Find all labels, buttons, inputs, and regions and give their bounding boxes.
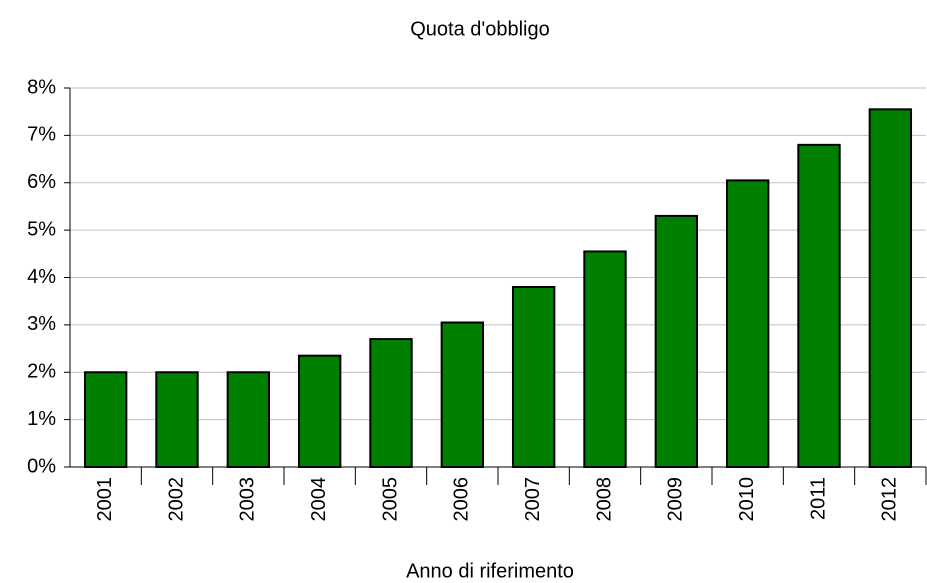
y-tick-label: 7% (27, 124, 56, 146)
x-tick-label: 2011 (807, 477, 829, 520)
bar (511, 285, 556, 468)
y-tick-label: 1% (27, 408, 56, 430)
bar (868, 108, 913, 468)
bar (369, 338, 413, 468)
bar (440, 321, 485, 468)
y-tick-label: 8% (27, 76, 56, 98)
bar (155, 371, 199, 468)
x-tick-label: 2010 (736, 477, 758, 522)
bar (297, 354, 342, 469)
x-tick-label: 2005 (379, 477, 401, 522)
x-axis-label: Anno di riferimento (406, 560, 574, 582)
y-tick-label: 6% (27, 171, 56, 193)
bar (583, 250, 627, 468)
x-tick-label: 2009 (665, 477, 687, 522)
y-tick-label: 2% (27, 361, 56, 383)
x-tick-label: 2006 (451, 477, 473, 522)
bar (226, 371, 271, 468)
x-tick-label: 2001 (94, 477, 116, 522)
y-tick-label: 5% (27, 218, 56, 240)
y-tick-label: 3% (27, 313, 56, 335)
x-tick-label: 2007 (522, 477, 544, 522)
y-tick-label: 4% (27, 266, 56, 288)
bar (654, 214, 699, 468)
x-tick-label: 2004 (308, 477, 330, 522)
chart-title: Quota d'obbligo (410, 18, 549, 40)
x-tick-label: 2003 (237, 477, 259, 522)
bar (797, 143, 841, 468)
x-tick-label: 2012 (879, 477, 901, 522)
y-tick-label: 0% (27, 455, 56, 477)
bar (725, 179, 770, 468)
x-tick-label: 2002 (165, 477, 187, 522)
bar (83, 371, 128, 468)
x-tick-label: 2008 (593, 477, 615, 522)
